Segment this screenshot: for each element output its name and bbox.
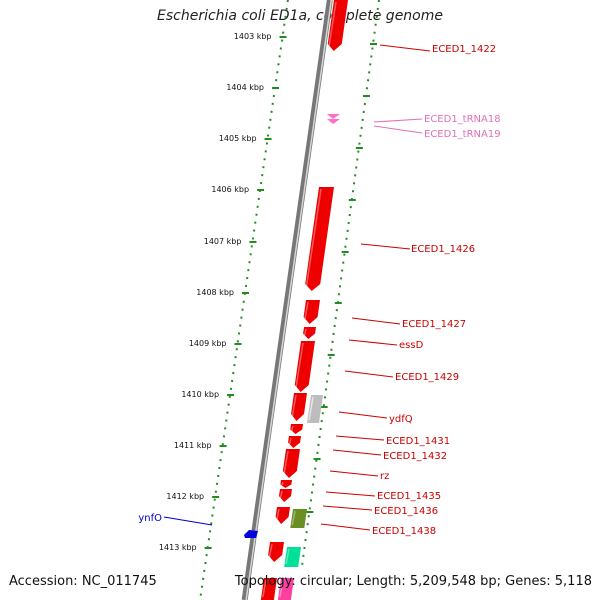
callout-line-eced1-1426 (360, 243, 411, 250)
callout-line-eced1-1427 (351, 317, 401, 325)
callout-line-essd (348, 339, 398, 346)
gene-arrow-rz (282, 449, 300, 478)
callout-line-eced1-1438 (320, 523, 371, 531)
gene-block-teal (284, 547, 301, 567)
label-eced1-trna18: ECED1_tRNA18 (424, 114, 501, 125)
gene-arrow-eced1-1432 (288, 436, 301, 448)
gene-block-bottom-red (260, 578, 277, 600)
label-ynfo: ynfO (138, 513, 162, 524)
trna-arrow-18 (327, 114, 340, 119)
gene-block-ydfq-gray-highlight (308, 396, 314, 421)
callout-line-eced1-1432 (332, 449, 382, 456)
label-eced1-1435: ECED1_1435 (377, 491, 441, 502)
gene-arrow-eced1-1426 (305, 187, 334, 291)
label-eced1-1431: ECED1_1431 (386, 436, 450, 447)
gene-arrow-eced1-1435-highlight (281, 481, 284, 486)
label-eced1-1422: ECED1_1422 (432, 44, 496, 55)
label-eced1-1438: ECED1_1438 (372, 526, 436, 537)
callout-line-rz (329, 470, 379, 477)
gene-arrow-eced1-1422 (327, 0, 348, 51)
map-title: Escherichia coli ED1a, complete genome (157, 8, 443, 24)
gene-arrow-bottom-highlight (268, 543, 273, 560)
ruler-tick-label: 1408 kbp (196, 288, 234, 297)
ruler-tick-label: 1411 kbp (174, 441, 212, 450)
ruler-tick-label: 1405 kbp (219, 134, 257, 143)
label-ydfq: ydfQ (389, 414, 413, 425)
gene-arrow-ydfq-left-highlight (291, 394, 297, 419)
gene-arrow-eced1-1432-highlight (288, 437, 292, 446)
label-eced1-1436: ECED1_1436 (374, 506, 438, 517)
gene-arrow-eced1-1422-highlight (328, 1, 337, 49)
callout-line-eced1-1422 (379, 44, 431, 52)
label-eced1-1432: ECED1_1432 (383, 451, 447, 462)
gene-arrow-rz-highlight (283, 450, 289, 476)
gene-arrow-eced1-1435 (280, 480, 292, 488)
gene-block-bottom-pink (277, 578, 294, 600)
callout-line-eced1-trna18 (373, 118, 423, 123)
gene-block-bottom-pink-highlight (279, 579, 284, 598)
gene-arrow-eced1-1426-highlight (305, 188, 322, 289)
gene-arrow-eced1-1429 (294, 341, 315, 392)
gene-arrow-ynfo (244, 530, 258, 538)
label-eced1-1426: ECED1_1426 (411, 244, 475, 255)
gene-arrow-eced1-1431 (290, 424, 303, 434)
ruler-tick-label: 1410 kbp (181, 390, 219, 399)
gene-arrow-eced1-1431-highlight (290, 425, 294, 432)
label-rz: rz (380, 471, 389, 482)
genome-summary-text: Topology: circular; Length: 5,209,548 bp… (234, 574, 592, 589)
backbone-line (241, 0, 333, 600)
gene-block-bottom-red-highlight (262, 579, 267, 598)
ruler-tick-label: 1412 kbp (166, 492, 204, 501)
gene-block-ydfq-gray (307, 395, 323, 423)
gene-arrow-essd (303, 327, 316, 339)
gene-arrow-eced1-1427 (303, 300, 320, 324)
callout-line-eced1-1429 (344, 370, 394, 378)
gene-arrow-essd-highlight (303, 328, 307, 337)
gene-block-teal-highlight (285, 548, 290, 565)
gene-arrow-eced1-1436-highlight (279, 490, 283, 500)
gene-arrow-eced1-1429-highlight (295, 342, 304, 390)
ruler-tick-label: 1409 kbp (189, 339, 227, 348)
backbone-highlight (245, 0, 333, 600)
ruler-dotted-line (199, 0, 289, 600)
trna-arrow-19 (327, 119, 340, 124)
callout-line-eced1-trna19 (373, 125, 423, 134)
callout-line-ynfo (163, 516, 213, 526)
gene-arrow-eced1-1438 (275, 507, 290, 524)
callout-line-eced1-1435 (325, 491, 376, 497)
ruler-tick-label: 1403 kbp (234, 32, 272, 41)
ruler-tick-label: 1406 kbp (211, 185, 249, 194)
gene-arrow-eced1-1436 (278, 489, 292, 502)
callout-line-eced1-1431 (335, 435, 385, 441)
ruler-tick-label: 1404 kbp (226, 83, 264, 92)
label-eced1-1429: ECED1_1429 (395, 372, 459, 383)
callout-line-eced1-1436 (322, 505, 373, 511)
ruler-tick-label: 1413 kbp (159, 543, 197, 552)
gene-arrow-ydfq-left (291, 393, 307, 421)
feature-labels: ECED1_1422 ECED1_tRNA18 ECED1_tRNA19 ECED1_… (138, 44, 500, 537)
label-eced1-1427: ECED1_1427 (402, 319, 466, 330)
gene-arrow-bottom (268, 542, 284, 562)
label-essd: essD (399, 340, 424, 351)
accession-text: Accession: NC_011745 (9, 574, 157, 589)
gene-block-olive (290, 509, 307, 528)
gene-arrow-eced1-1427-highlight (303, 301, 309, 322)
gene-arrow-eced1-1438-highlight (275, 508, 280, 522)
callout-line-ydfq (338, 411, 388, 419)
gene-block-olive-highlight (291, 510, 296, 526)
label-eced1-trna19: ECED1_tRNA19 (424, 129, 501, 140)
ruler-tick-label: 1407 kbp (204, 237, 242, 246)
ruler-ticks: 1403 kbp 1404 kbp 1405 kbp 1406 kbp 1407 kbp… (159, 32, 287, 552)
